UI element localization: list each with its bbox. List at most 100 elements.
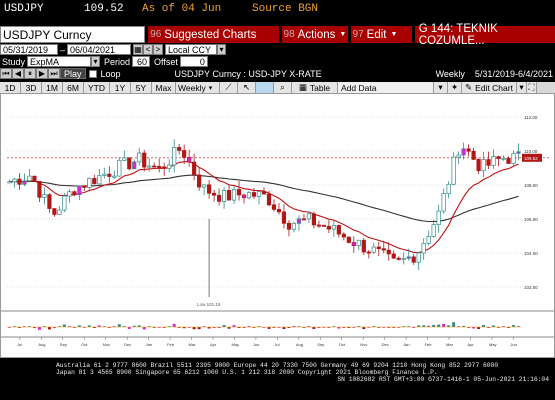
period-1y-button[interactable]: 1Y xyxy=(110,82,131,93)
step-back-icon[interactable]: ◀ xyxy=(12,68,24,79)
study-bar xyxy=(497,327,501,328)
function-title-button[interactable]: G 144: TEKNIK COZUMLE... xyxy=(414,23,555,47)
footer-line-3: SN 1082682 RST GMT+3:00 G737-1416-1 05-J… xyxy=(337,376,549,383)
study-bar xyxy=(517,326,521,327)
candle-body xyxy=(286,222,292,230)
candle-chart-icon[interactable] xyxy=(256,82,274,93)
study-label: Study xyxy=(2,56,26,67)
zoom-icon[interactable]: ⌕ xyxy=(274,82,292,93)
period-max-button[interactable]: Max xyxy=(152,82,176,93)
candle-body xyxy=(221,190,227,202)
end-date-input[interactable]: 06/04/2021 xyxy=(67,44,132,55)
candle-body xyxy=(7,181,12,184)
currency-select[interactable]: Local CCY xyxy=(165,44,218,55)
x-tick-label: Dec xyxy=(382,342,389,347)
table-button[interactable]: ▦ Table xyxy=(292,82,338,93)
footer-line-2: Japan 81 3 4565 8900 Singapore 65 6212 1… xyxy=(56,369,438,376)
cursor-icon[interactable]: ↖ xyxy=(238,82,256,93)
pause-icon[interactable]: ⏸ xyxy=(24,68,36,79)
candle-body xyxy=(281,211,287,224)
x-tick-label: Jul xyxy=(274,342,279,347)
settings-icon[interactable]: ✦ xyxy=(448,82,462,93)
play-button[interactable]: Play xyxy=(60,68,86,79)
study-bar xyxy=(427,325,431,327)
study-bar xyxy=(112,326,116,327)
period-ytd-button[interactable]: YTD xyxy=(84,82,110,93)
study-bar xyxy=(237,327,241,328)
chart-title: USDJPY Curncy : USD-JPY X-RATE xyxy=(174,68,322,79)
start-date-input[interactable]: 05/31/2019 xyxy=(0,44,58,55)
security-field[interactable]: USDJPY Curncy xyxy=(0,26,146,43)
period-5y-button[interactable]: 5Y xyxy=(131,82,152,93)
study-bar xyxy=(12,326,16,327)
price-chart[interactable]: Low 101.19 102.00 104.00 106.00 108.00 110.0… xyxy=(0,93,555,358)
period-1d-button[interactable]: 1D xyxy=(0,82,21,93)
candle-body xyxy=(212,192,217,196)
candle-body xyxy=(326,225,331,230)
candle-body xyxy=(127,157,132,170)
next-period-button[interactable]: > xyxy=(153,44,164,55)
study-row: Study ExpMA ▾ Period 60 Offset 0 xyxy=(0,56,555,67)
line-chart-icon[interactable]: ⟋ xyxy=(220,82,238,93)
fast-forward-icon[interactable]: ⏭ xyxy=(48,68,60,79)
add-data-button[interactable]: Add Data xyxy=(338,82,434,93)
loop-checkbox[interactable] xyxy=(88,69,97,78)
suggested-charts-button[interactable]: 96 Suggested Charts xyxy=(148,26,279,43)
study-select[interactable]: ExpMA xyxy=(27,56,92,67)
candle-body xyxy=(246,192,252,199)
x-tick-label: Nov xyxy=(360,342,367,347)
period-1m-button[interactable]: 1M xyxy=(42,82,63,93)
study-bar xyxy=(287,327,291,329)
study-bar xyxy=(407,326,411,327)
study-bar xyxy=(487,327,491,329)
study-bar xyxy=(282,327,286,330)
study-bar xyxy=(107,327,111,328)
candle-body xyxy=(216,194,222,202)
footer-line-1: Australia 61 2 9777 8600 Brazil 5511 239… xyxy=(56,362,499,369)
study-bar xyxy=(37,327,41,330)
range-label: 5/31/2019-6/4/2021 xyxy=(474,68,553,79)
bloomberg-footer: Australia 61 2 9777 8600 Brazil 5511 239… xyxy=(0,362,555,398)
x-tick-label: Jun xyxy=(253,342,259,347)
candle-body xyxy=(411,256,416,263)
frequency-select[interactable]: Weekly ▾ xyxy=(176,82,220,93)
ticker-symbol: USDJPY xyxy=(4,2,44,15)
candle-body xyxy=(202,184,207,188)
offset-label: Offset xyxy=(154,56,178,67)
chevron-down-icon[interactable]: ▾ xyxy=(434,82,448,93)
candle-body xyxy=(197,174,202,188)
study-bar xyxy=(42,326,46,327)
candle-body xyxy=(52,208,57,215)
study-bar xyxy=(382,327,386,328)
edit-chart-button[interactable]: ✎ Edit Chart xyxy=(462,82,517,93)
chevron-down-icon[interactable]: ▾ xyxy=(517,82,527,93)
prev-period-button[interactable]: < xyxy=(143,44,154,55)
study-bar xyxy=(57,326,61,327)
study-bar xyxy=(262,327,266,328)
candle-body xyxy=(107,173,112,177)
fullscreen-icon[interactable]: ⛶ xyxy=(527,82,537,93)
candle-body xyxy=(481,159,486,172)
period-6m-button[interactable]: 6M xyxy=(63,82,84,93)
study-bar xyxy=(467,327,471,328)
calendar-icon[interactable]: ▦ xyxy=(133,44,144,55)
study-bar xyxy=(127,327,131,329)
study-bar xyxy=(72,327,76,328)
study-bar xyxy=(482,325,486,327)
edit-menu-button[interactable]: 97 Edit ▼ xyxy=(350,26,412,43)
chevron-down-icon[interactable]: ▾ xyxy=(91,56,101,67)
chevron-down-icon[interactable]: ▾ xyxy=(217,44,227,55)
rewind-icon[interactable]: ⏮ xyxy=(0,68,12,79)
study-bar xyxy=(167,326,171,327)
offset-input[interactable]: 0 xyxy=(179,56,208,67)
study-bar xyxy=(277,327,281,328)
period-3d-button[interactable]: 3D xyxy=(21,82,42,93)
period-input[interactable]: 60 xyxy=(132,56,151,67)
actions-menu-button[interactable]: 98 Actions ▼ xyxy=(281,26,348,43)
candle-body xyxy=(316,224,321,227)
study-bar xyxy=(122,326,126,327)
study-bar xyxy=(312,327,316,329)
x-tick-label: Apr xyxy=(210,342,217,347)
candle-body xyxy=(466,148,471,152)
step-forward-icon[interactable]: ▶ xyxy=(36,68,48,79)
